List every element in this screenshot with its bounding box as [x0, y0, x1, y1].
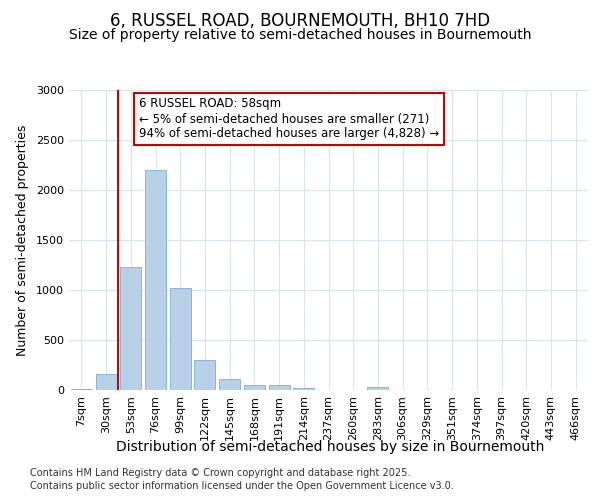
Text: Distribution of semi-detached houses by size in Bournemouth: Distribution of semi-detached houses by …: [116, 440, 544, 454]
Text: 6, RUSSEL ROAD, BOURNEMOUTH, BH10 7HD: 6, RUSSEL ROAD, BOURNEMOUTH, BH10 7HD: [110, 12, 490, 30]
Bar: [269, 385, 290, 390]
Bar: [120, 267, 141, 390]
Bar: [95, 374, 116, 390]
Bar: [293, 388, 314, 390]
Text: Contains HM Land Registry data © Crown copyright and database right 2025.: Contains HM Land Registry data © Crown c…: [30, 468, 410, 477]
Bar: [219, 379, 240, 390]
Bar: [71, 389, 92, 390]
Bar: [145, 170, 166, 390]
Bar: [367, 387, 388, 390]
Bar: [170, 288, 191, 390]
Text: Size of property relative to semi-detached houses in Bournemouth: Size of property relative to semi-detach…: [69, 28, 531, 42]
Y-axis label: Number of semi-detached properties: Number of semi-detached properties: [16, 124, 29, 356]
Text: 6 RUSSEL ROAD: 58sqm
← 5% of semi-detached houses are smaller (271)
94% of semi-: 6 RUSSEL ROAD: 58sqm ← 5% of semi-detach…: [139, 98, 439, 140]
Text: Contains public sector information licensed under the Open Government Licence v3: Contains public sector information licen…: [30, 481, 454, 491]
Bar: [244, 384, 265, 390]
Bar: [194, 360, 215, 390]
